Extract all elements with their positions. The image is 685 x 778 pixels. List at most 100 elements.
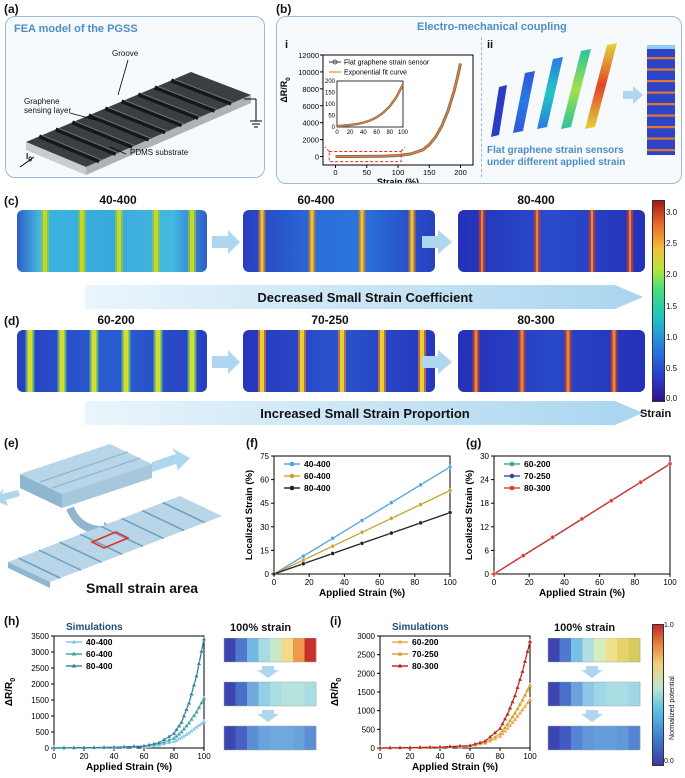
groove [38, 134, 100, 164]
potential-cell [571, 682, 583, 706]
strain-groove-edge [32, 330, 35, 392]
strain-groove-edge [358, 210, 361, 272]
potential-cell [247, 638, 259, 662]
data-point [447, 488, 453, 493]
strain-groove-stripe [380, 330, 384, 392]
heatmap-i-title: 100% strain [554, 622, 616, 634]
data-point [509, 699, 516, 704]
inset-y-tick: 0 [332, 125, 336, 131]
data-point [497, 733, 503, 739]
strain-groove-edge [384, 330, 386, 392]
stretched-groove [162, 501, 206, 524]
plot-frame [493, 455, 671, 575]
inset-y-tick: 200 [325, 79, 336, 85]
inset-y-tick: 50 [328, 114, 335, 120]
data-point [522, 703, 528, 709]
stretched-groove [17, 557, 61, 579]
data-point [111, 744, 117, 749]
data-point [504, 711, 511, 717]
legend-marker [71, 639, 77, 644]
x-tick-label: 80 [496, 752, 505, 761]
y-tick-label: 24 [480, 476, 489, 485]
colorbar-tick-3.0: 3.0 [666, 208, 678, 217]
chart-i: 0 20 40 60 80 100 3000 2500 2000 1500 1000 500 0 Appl… [330, 622, 537, 773]
potential-strip-frame [223, 638, 317, 663]
strain-groove-edge [588, 210, 591, 272]
legend-label-60-400: 60-400 [86, 649, 113, 659]
strain-grooves-c [41, 210, 634, 272]
strain-groove-stripe [480, 210, 484, 272]
potential-cell [258, 726, 271, 750]
strain-groove-stripe [260, 330, 264, 392]
panel-label-b: (b) [276, 2, 292, 16]
potential-heatmaps-i [547, 638, 641, 751]
strain-groove-edge [483, 210, 486, 272]
x-tick-label: 20 [80, 752, 89, 761]
x-tick-label: 0 [378, 752, 383, 761]
data-point [447, 743, 453, 749]
strain-groove-edge [128, 330, 131, 392]
data-point [499, 728, 506, 733]
y-tick-label: 8000 [302, 85, 319, 94]
x-axis-label: Applied Strain (%) [539, 588, 625, 599]
legend-label-fit: Exponential fit curve [344, 70, 407, 77]
strain-groove-stripe [590, 210, 594, 272]
data-point [151, 741, 157, 746]
data-point [359, 530, 365, 535]
strain-groove-edge [298, 330, 300, 392]
stretched-sensors-illustration [491, 43, 675, 155]
data-point [389, 530, 394, 536]
y-tick-label: 4000 [302, 119, 319, 128]
chart-f: 0 20 40 60 80 100 75 60 45 30 15 0 Applied Strain (%… [244, 452, 457, 599]
strain-groove-stripe [410, 210, 414, 272]
data-point [517, 676, 523, 682]
inset-x-tick: 0 [335, 130, 339, 136]
data-point [161, 736, 167, 742]
data-point [512, 692, 518, 698]
legend-marker [332, 59, 338, 65]
strain-groove-edge [313, 210, 316, 272]
zoom-line [400, 146, 406, 152]
groove-edge [91, 113, 152, 140]
legend-label-70-250: 70-250 [412, 649, 439, 659]
panel-b-caption: Flat graphene strain sensors under diffe… [487, 145, 626, 168]
groove-edge [58, 127, 119, 154]
strain-groove-stripe [27, 330, 33, 392]
stretched-groove [38, 549, 82, 571]
data-point [141, 743, 147, 748]
data-point [492, 734, 498, 739]
panel-a-title: FEA model of the PGSS [14, 23, 138, 35]
data-point [579, 516, 585, 522]
y-tick-label: 0 [371, 744, 376, 753]
potential-cell [281, 682, 294, 706]
potential-cell [270, 682, 282, 706]
data-point [522, 658, 528, 664]
data-point [492, 730, 498, 735]
strain-groove-stripe [628, 210, 632, 272]
data-point [638, 480, 643, 485]
series-line-40-400 [53, 721, 205, 749]
x-tick-label: 80 [170, 752, 179, 761]
y-tick-label: 2500 [357, 651, 375, 660]
strain-groove-edge [408, 210, 411, 272]
data-point [330, 551, 335, 556]
strain-groove-edge [187, 330, 190, 392]
y-axis-label: ΔR/R0 [4, 678, 17, 706]
plot-frame [53, 635, 205, 749]
legend-label-40-400: 40-400 [86, 637, 113, 647]
zoom-box [328, 150, 402, 163]
x-tick-label: 40 [560, 578, 569, 587]
flow-arrows-c [212, 230, 452, 254]
decrease-band-text: Decreased Small Strain Coefficient [257, 290, 473, 305]
potential-cell [247, 726, 259, 750]
stretched-groove [59, 541, 102, 563]
strain-groove-edge [378, 330, 380, 392]
potential-cell [293, 726, 305, 750]
data-point [330, 544, 335, 549]
x-tick-label: 100 [443, 578, 457, 587]
data-point [201, 636, 207, 641]
y-tick-label: 500 [362, 725, 376, 734]
data-point [427, 744, 433, 749]
strain-groove-stripe [300, 330, 304, 392]
strain-groove-edge [258, 210, 261, 272]
